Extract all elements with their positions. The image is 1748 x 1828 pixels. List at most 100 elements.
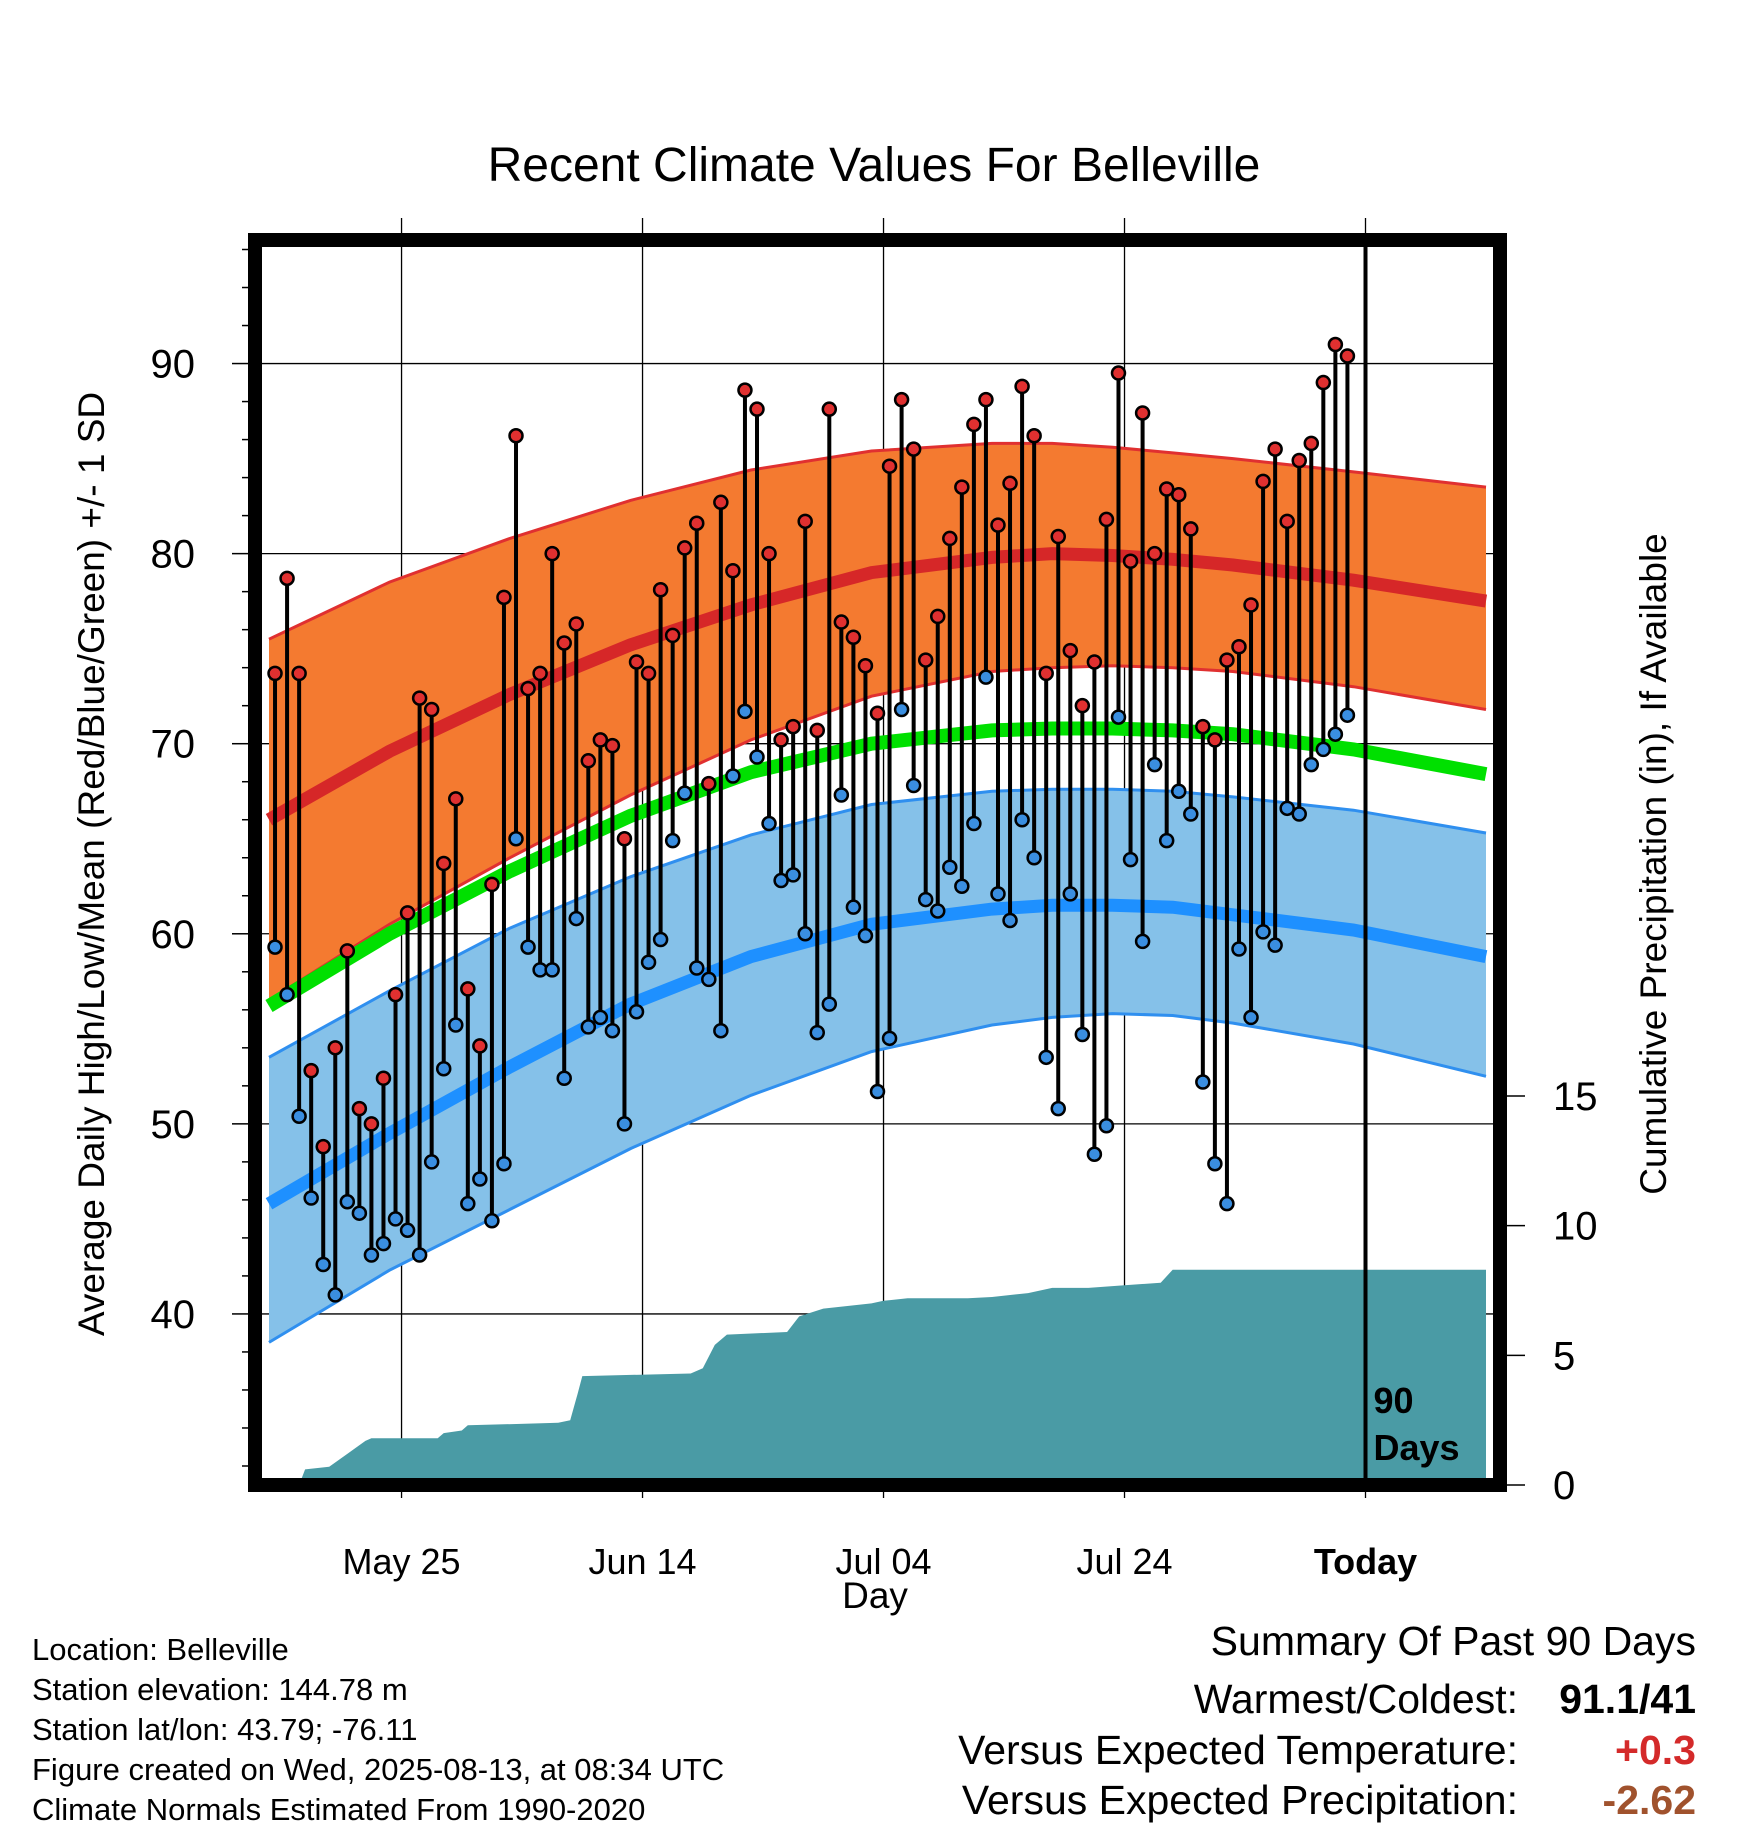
precip-area [301,1269,1486,1478]
x-tick-label: Jul 04 [835,1541,931,1582]
high-point [1098,511,1115,528]
low-lower-edge [268,1012,1487,1344]
low-point [1207,1156,1223,1172]
low-point [942,859,958,876]
y-right-tick-label: 15 [1553,1075,1598,1119]
summary-precip: Versus Expected Precipitation: -2.62 [962,1777,1696,1824]
low-point [267,939,283,955]
low-point [1110,709,1127,725]
low-point [291,1108,307,1125]
low-point [1231,941,1247,957]
low-point [568,910,585,927]
high-point [375,1070,392,1086]
info-normals: Climate Normals Estimated From 1990-2020 [32,1792,646,1827]
high-point [821,401,838,417]
high-point [496,589,512,606]
high-point [652,581,669,598]
high-point [1255,473,1271,490]
high-point [1231,639,1247,655]
low-point [375,1235,392,1252]
low-point [929,903,946,919]
low-point [701,971,717,988]
low-point [1170,783,1187,799]
low-point [1050,1100,1066,1117]
high-point [1014,378,1030,395]
axes: 40 50 60 70 80 90 0 5 10 15 May 25 Jun 14 Jul 04 Jul … [151,233,1598,1582]
low-point [857,927,874,944]
y-left-tick-label: 90 [151,343,196,387]
high-point [954,479,970,495]
high-point [725,562,741,579]
high-point [773,732,789,748]
today-marker-label: 90 [1374,1380,1414,1421]
high-point [1074,697,1091,714]
low-point [1158,832,1175,849]
low-point [303,1190,319,1206]
x-tick-label: Today [1314,1541,1417,1582]
high-point [435,855,452,872]
low-sd-band [269,789,1486,1343]
low-point [978,669,994,685]
low-point [1086,1146,1103,1163]
high-point [508,428,524,444]
low-point [990,886,1006,902]
high-point [917,652,934,668]
high-point [267,665,283,682]
low-point [797,926,813,942]
low-point [1074,1026,1091,1043]
high-point [845,629,862,646]
high-point [749,401,765,417]
low-point [327,1287,344,1303]
high-point [1170,486,1187,503]
high-point [761,545,777,562]
high-point [616,830,633,847]
high-point [1086,654,1103,670]
high-point [1303,435,1320,452]
summary-title: Summary Of Past 90 Days [1210,1618,1696,1664]
y-left-tick-label: 60 [151,913,196,957]
high-point [978,391,994,408]
high-point [303,1062,319,1079]
low-point [628,1003,645,1020]
high-point [1134,405,1151,421]
low-point [315,1256,331,1273]
high-point [797,513,813,530]
low-point [1315,741,1332,758]
high-point [484,876,500,893]
high-point [363,1116,380,1132]
high-point [1110,365,1127,381]
high-point [1267,441,1283,457]
low-point [1122,851,1139,868]
high-point [604,737,621,754]
high-point [905,441,922,457]
low-point [640,954,657,971]
low-point [435,1060,452,1077]
low-point [833,787,850,803]
low-point [773,872,789,889]
high-point [640,665,657,682]
info-location: Location: Belleville [32,1632,289,1667]
low-point [725,768,741,784]
low-point [1339,707,1356,723]
low-point [845,899,862,915]
low-point [809,1024,826,1041]
low-point [1134,933,1151,950]
high-point [1279,513,1295,530]
warmest-coldest-value: 91.1/41 [1559,1676,1696,1722]
low-point [737,703,753,720]
high-point [1062,642,1079,659]
low-point [1002,912,1018,929]
high-point [1219,652,1235,668]
low-upper-edge [268,787,1487,1059]
high-point [1158,481,1175,497]
low-point [580,1019,597,1035]
low-point [1303,756,1320,773]
high-point [737,382,753,398]
low-point [905,777,922,794]
high-point [448,791,464,807]
y-right-tick-label: 0 [1553,1464,1575,1508]
y-left-tick-label: 40 [151,1293,196,1337]
info-latlon: Station lat/lon: 43.79; -76.11 [32,1712,418,1747]
mean-normal-line [265,721,1488,1013]
